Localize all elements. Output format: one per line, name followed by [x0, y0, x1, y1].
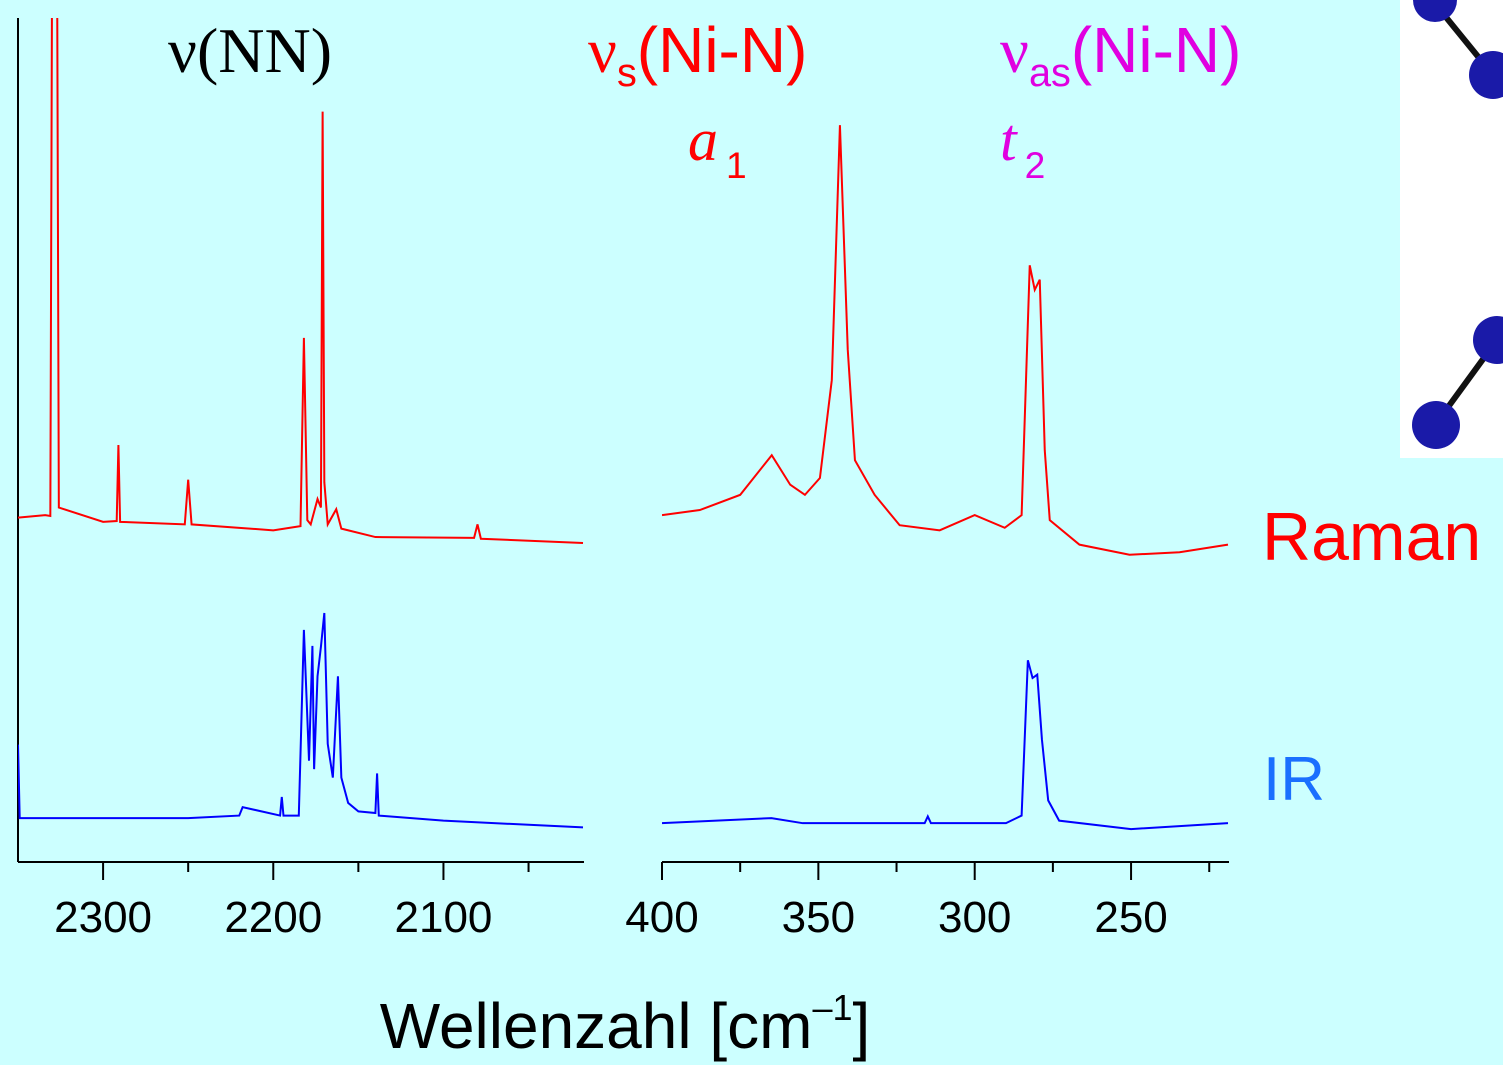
x-axis-title: Wellenzahl [cm–1] — [380, 987, 871, 1062]
annotation-sub: 1 — [726, 144, 747, 186]
annotation-tail: (Ni-N) — [1071, 14, 1242, 86]
x-tick-label: 2300 — [54, 893, 152, 942]
annotation-text: ν(NN) — [168, 15, 332, 86]
x-tick-label: 300 — [938, 893, 1011, 942]
chart: 230022002100400350300250RamanIRν(NN)νs(N… — [0, 0, 1503, 1065]
annotation-sub: as — [1029, 51, 1071, 95]
annotation-text: t — [1000, 107, 1018, 173]
series-label: IR — [1263, 745, 1325, 814]
x-tick-label: 250 — [1094, 893, 1167, 942]
annotation-text: ν — [1000, 15, 1029, 86]
x-tick-label: 2100 — [395, 893, 493, 942]
x-axis-title-text: Wellenzahl [cm — [380, 990, 813, 1062]
x-tick-label: 350 — [782, 893, 855, 942]
page: 230022002100400350300250RamanIRν(NN)νs(N… — [0, 0, 1503, 1065]
x-tick-label: 2200 — [224, 893, 322, 942]
series-label: Raman — [1262, 499, 1481, 575]
x-axis-title-sup: –1 — [812, 987, 852, 1028]
x-axis-title-tail: ] — [853, 990, 871, 1062]
x-tick-label: 400 — [625, 893, 698, 942]
annotation: ν(NN) — [168, 15, 332, 86]
annotation-sub: s — [617, 51, 637, 95]
annotation-text: ν — [588, 15, 617, 86]
atom — [1412, 401, 1460, 449]
annotation-sub: 2 — [1025, 144, 1046, 186]
annotation-tail: (Ni-N) — [637, 14, 808, 86]
annotation-text: a — [688, 107, 718, 173]
molecule-image — [1400, 0, 1503, 458]
